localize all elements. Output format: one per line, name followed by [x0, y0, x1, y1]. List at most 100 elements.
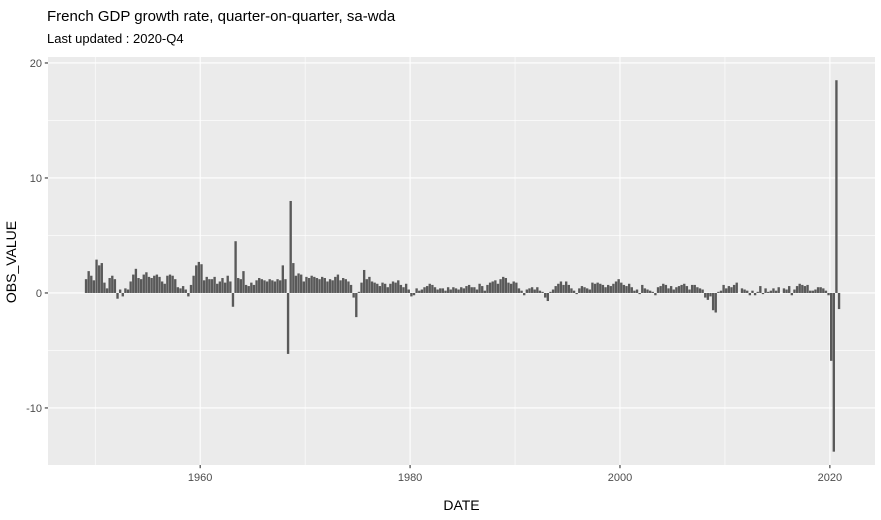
bar [418, 290, 421, 293]
x-tick-label: 1960 [188, 472, 212, 484]
bar [562, 284, 565, 293]
bar [714, 292, 717, 313]
bar [404, 283, 408, 293]
bar [242, 271, 245, 293]
bar [315, 278, 319, 293]
bar [746, 290, 749, 293]
bar [735, 282, 738, 293]
bar [630, 287, 633, 293]
bar [399, 284, 403, 293]
bar [163, 283, 166, 293]
x-axis-title: DATE [443, 497, 480, 513]
bar [756, 291, 759, 293]
bar [788, 286, 791, 293]
bar [289, 200, 292, 293]
bar [557, 283, 560, 293]
bar [486, 284, 489, 293]
bar [391, 281, 395, 293]
bar [483, 290, 487, 293]
bar [103, 282, 106, 293]
bar [525, 289, 529, 293]
bar [420, 289, 424, 293]
bar [111, 275, 114, 293]
bar [795, 286, 799, 293]
bar [457, 289, 460, 293]
x-tick-label: 2000 [608, 472, 632, 484]
bar [473, 287, 476, 293]
chart-subtitle: Last updated : 2020-Q4 [47, 31, 184, 46]
bar [565, 281, 568, 293]
bar [588, 289, 591, 293]
bar [273, 281, 277, 293]
bar [722, 284, 725, 293]
bar [578, 288, 581, 293]
bar [662, 283, 665, 293]
bar [286, 292, 290, 354]
bar [397, 280, 400, 293]
bar [709, 292, 712, 297]
bar [606, 284, 610, 293]
bar [575, 292, 578, 295]
bar [234, 241, 237, 293]
bar [323, 278, 326, 293]
bar [507, 282, 510, 293]
bar [496, 283, 500, 293]
bar [394, 282, 397, 293]
bar [402, 287, 405, 293]
bar [638, 292, 641, 295]
bar [376, 283, 379, 293]
bar [139, 279, 143, 293]
bar [347, 281, 350, 293]
bar [549, 291, 552, 293]
bar [292, 263, 295, 293]
bar [116, 292, 119, 299]
bar [378, 286, 382, 293]
bar [158, 276, 161, 293]
bar [764, 288, 767, 293]
bar [809, 290, 812, 293]
bar [717, 291, 720, 293]
bar [444, 290, 447, 293]
bar [654, 292, 657, 296]
bar [612, 283, 615, 293]
bar [599, 283, 602, 293]
bar [572, 290, 576, 293]
bar [318, 279, 321, 293]
bar [339, 280, 342, 293]
bar [213, 276, 216, 293]
bar [179, 288, 182, 293]
bar [189, 284, 193, 293]
bar [357, 291, 361, 293]
bar [706, 292, 710, 300]
bar [349, 284, 353, 293]
bar [635, 289, 639, 293]
bar [685, 286, 689, 293]
bar [690, 284, 694, 293]
bar [743, 289, 746, 293]
bar [250, 282, 253, 293]
bar [216, 283, 219, 293]
bar [651, 291, 654, 293]
bar [648, 290, 652, 293]
bar [730, 287, 733, 293]
bar [166, 275, 169, 293]
bar [202, 280, 206, 293]
bar [835, 80, 838, 293]
bar [431, 284, 434, 293]
bar [147, 276, 151, 293]
bar [523, 292, 526, 296]
bar [454, 288, 458, 293]
bar [276, 279, 279, 293]
bar [502, 276, 505, 293]
bar [772, 288, 775, 293]
bar [412, 292, 416, 296]
bar [586, 288, 589, 293]
bar [239, 279, 243, 293]
bar [711, 292, 715, 311]
bar [118, 289, 122, 293]
bar [832, 292, 835, 452]
bar [439, 288, 442, 293]
bar [494, 280, 497, 293]
bar [559, 281, 563, 293]
